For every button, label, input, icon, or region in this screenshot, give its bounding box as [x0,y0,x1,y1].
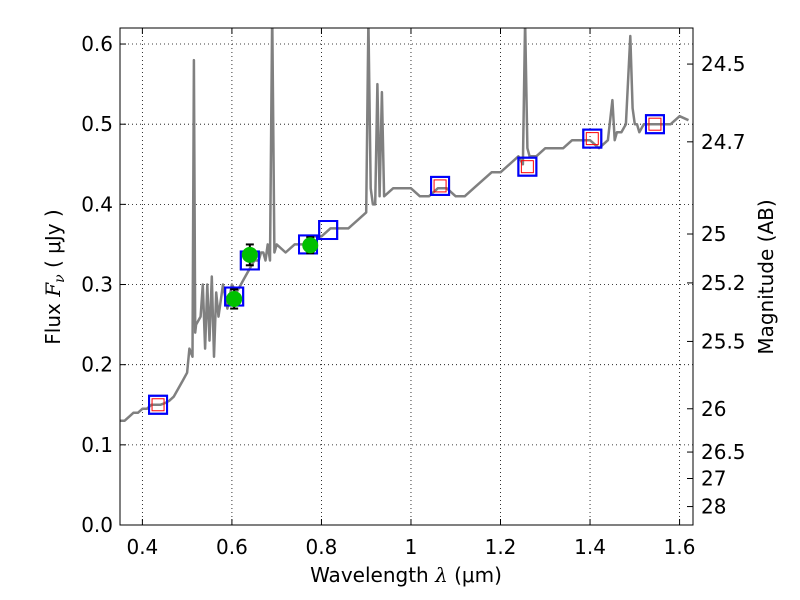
x-tick-label: 1.4 [574,535,606,559]
square-marker [318,220,339,241]
mag-tick-label: 28 [701,495,726,519]
square-marker [517,156,538,177]
square-marker [430,175,451,196]
mag-tick-label: 25.2 [701,271,746,295]
x-tick-label: 0.6 [216,535,248,559]
x-axis-title-var: λ [434,563,448,587]
data-markers [148,114,665,415]
y-tick-label: 0.4 [81,192,113,216]
square-marker [582,128,603,149]
x-tick-label: 1.2 [485,535,517,559]
square-marker [148,394,169,415]
y-tick-label: 0.3 [81,273,113,297]
square-marker [644,114,665,135]
y-tick-label: 0.0 [81,513,113,537]
circle-marker [302,237,319,254]
x-axis-title: Wavelength λ (μm) [310,563,502,587]
mag-tick-label: 26 [701,397,726,421]
axis-ticks: 0.4 0.6 0.8 1 1.2 1.4 1.6 0.0 0.1 0.2 0.3 0.4 0.5 0.6… [81,28,746,559]
circle-marker [241,246,258,263]
inner-square-marker [520,160,534,174]
y-tick-label: 0.2 [81,353,113,377]
x-tick-label: 1.6 [664,535,696,559]
mag-tick-label: 24.5 [701,52,746,76]
mag-tick-label: 24.7 [701,130,746,154]
x-tick-label: 0.4 [126,535,158,559]
x-axis-title-prefix: Wavelength [310,563,435,587]
mag-tick-label: 25.5 [701,329,746,353]
sed-model-line [120,28,690,423]
y-axis-title-sub: ν [52,274,68,283]
y-axis-title-var: F [41,282,65,298]
mag-tick-label: 27 [701,467,726,491]
x-tick-label: 0.8 [306,535,338,559]
inner-square-marker [585,132,599,146]
mag-tick-label: 25 [701,222,726,246]
y-tick-label: 0.1 [81,433,113,457]
y-axis-title-units: ( μJy ) [41,209,65,274]
x-axis-title-units: (μm) [448,563,502,587]
y-tick-label: 0.5 [81,112,113,136]
inner-square-marker [433,179,447,193]
sed-model-polyline [120,28,690,423]
y2-axis-title: Magnitude (AB) [754,199,778,354]
inner-square-marker [151,398,165,412]
x-tick-label: 1 [405,535,418,559]
plot-frame [119,27,694,526]
circle-marker [226,290,243,307]
y-tick-label: 0.6 [81,32,113,56]
mag-tick-label: 26.5 [701,440,746,464]
inner-square-marker [648,117,662,131]
y-axis-title-prefix: Flux [41,297,65,345]
grid [120,28,693,526]
y-axis-title: Flux Fν ( μJy ) [41,209,68,344]
